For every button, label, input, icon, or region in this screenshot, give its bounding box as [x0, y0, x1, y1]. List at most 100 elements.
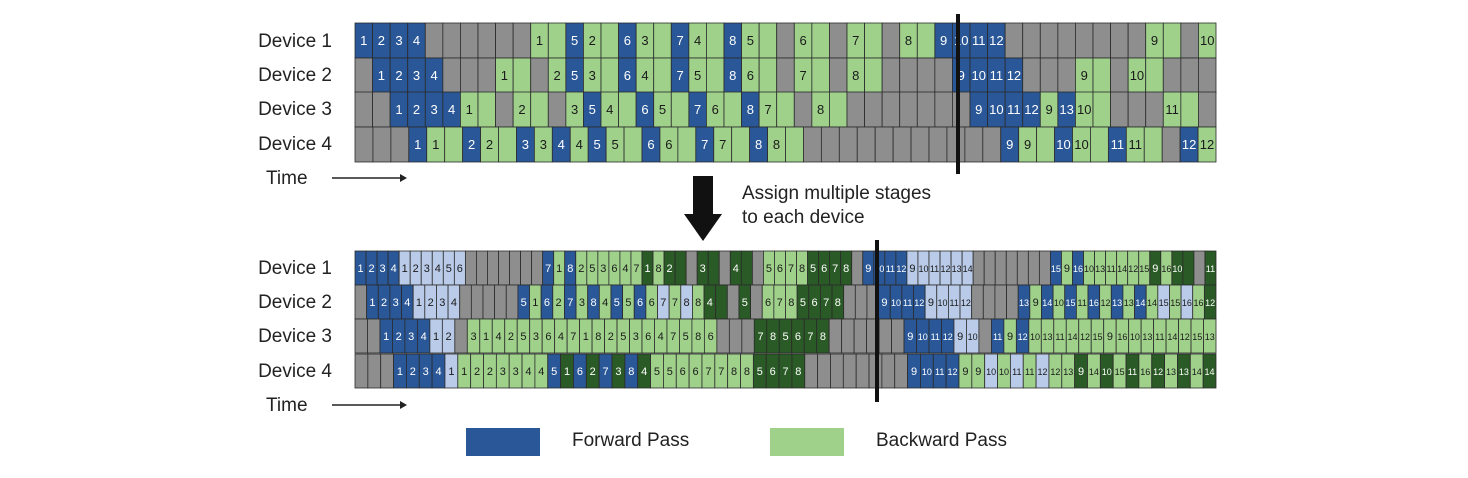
schedule-cell-label: 4	[641, 68, 648, 83]
schedule-cell-label: 3	[424, 263, 430, 275]
schedule-cell-label: 1	[448, 366, 454, 378]
schedule-cell-label: 5	[589, 263, 595, 275]
schedule-cell	[368, 354, 381, 388]
schedule-cell-label: 1	[378, 68, 385, 83]
schedule-cell	[483, 285, 495, 319]
schedule-cell	[654, 58, 672, 93]
schedule-cell-label: 13	[952, 264, 962, 274]
schedule-cell-label: 1	[432, 137, 439, 152]
schedule-cell	[487, 251, 498, 285]
schedule-cell-label: 12	[1180, 332, 1190, 342]
schedule-cell	[1144, 127, 1162, 162]
schedule-cell-label: 10	[922, 367, 932, 377]
schedule-cell-label: 6	[545, 331, 551, 343]
schedule-cell	[844, 285, 856, 319]
schedule-cell-label: 4	[641, 366, 647, 378]
schedule-cell-label: 10	[918, 264, 928, 274]
schedule-cell	[521, 251, 532, 285]
schedule-cell-label: 13	[1142, 332, 1152, 342]
schedule-cell	[531, 92, 549, 127]
schedule-cell-label: 4	[413, 33, 420, 48]
legend-backward-swatch	[770, 428, 844, 456]
schedule-cell-label: 11	[886, 264, 895, 274]
top-time-arrow	[332, 174, 407, 182]
schedule-cell	[742, 319, 754, 353]
schedule-cell-label: 1	[402, 263, 408, 275]
schedule-cell-label: 9	[1033, 297, 1039, 309]
schedule-cell-label: 7	[788, 263, 794, 275]
schedule-cell	[1093, 92, 1111, 127]
schedule-cell-label: 5	[683, 331, 689, 343]
schedule-cell	[1037, 127, 1055, 162]
schedule-cell-label: 10	[1130, 68, 1144, 83]
schedule-cell	[671, 92, 689, 127]
schedule-cell	[708, 251, 719, 285]
schedule-cell	[724, 92, 742, 127]
schedule-cell-label: 11	[1025, 367, 1034, 377]
schedule-cell-label: 12	[1050, 367, 1060, 377]
schedule-cell-label: 3	[700, 263, 706, 275]
schedule-cell-label: 1	[414, 137, 421, 152]
schedule-cell-label: 14	[1167, 332, 1177, 342]
schedule-cell-label: 4	[538, 366, 544, 378]
schedule-cell	[496, 92, 514, 127]
schedule-cell	[355, 92, 373, 127]
schedule-cell	[619, 92, 637, 127]
schedule-cell-label: 16	[1073, 264, 1083, 274]
schedule-cell	[443, 58, 461, 93]
schedule-cell-label: 5	[654, 366, 660, 378]
schedule-cell-label: 6	[624, 33, 631, 48]
schedule-cell	[882, 354, 895, 388]
schedule-cell-label: 3	[641, 33, 648, 48]
schedule-cell	[675, 251, 686, 285]
schedule-cell	[496, 23, 514, 58]
schedule-cell-label: 2	[468, 137, 475, 152]
schedule-cell-label: 1	[433, 331, 439, 343]
schedule-cell	[1111, 23, 1129, 58]
schedule-cell-label: 4	[435, 366, 441, 378]
schedule-cell-label: 5	[659, 102, 666, 117]
schedule-cell-label: 12	[943, 332, 953, 342]
schedule-cell-label: 8	[695, 331, 701, 343]
schedule-cell	[917, 58, 935, 93]
schedule-cell-label: 1	[357, 263, 363, 275]
schedule-cell-label: 4	[451, 297, 457, 309]
schedule-cell	[1017, 251, 1028, 285]
schedule-cell	[911, 127, 929, 162]
schedule-cell	[706, 23, 724, 58]
schedule-cell-label: 4	[733, 263, 739, 275]
schedule-cell-label: 3	[439, 297, 445, 309]
schedule-cell-label: 12	[1080, 332, 1090, 342]
schedule-cell	[900, 58, 918, 93]
schedule-cell-label: 15	[1192, 332, 1202, 342]
schedule-cell	[1007, 285, 1019, 319]
schedule-cell-label: 7	[764, 102, 771, 117]
schedule-cell-label: 8	[655, 263, 661, 275]
schedule-cell	[478, 23, 496, 58]
schedule-cell	[829, 23, 847, 58]
schedule-cell-label: 8	[684, 297, 690, 309]
schedule-cell-label: 4	[658, 331, 664, 343]
schedule-cell	[857, 127, 875, 162]
schedule-cell	[759, 58, 777, 93]
schedule-cell	[510, 251, 521, 285]
schedule-cell-label: 2	[368, 263, 374, 275]
schedule-cell	[917, 23, 935, 58]
schedule-cell-label: 5	[446, 263, 452, 275]
schedule-cell-label: 7	[777, 297, 783, 309]
schedule-cell-label: 10	[938, 298, 948, 308]
schedule-cell-label: 8	[628, 366, 634, 378]
schedule-cell-label: 6	[637, 297, 643, 309]
schedule-cell	[601, 58, 619, 93]
schedule-cell-label: 11	[1129, 137, 1143, 152]
schedule-cell-label: 2	[578, 263, 584, 275]
schedule-cell-label: 11	[1007, 102, 1021, 117]
schedule-cell-label: 10	[1084, 264, 1094, 274]
schedule-cell	[777, 58, 795, 93]
schedule-cell-label: 10	[989, 102, 1003, 117]
schedule-cell-label: 3	[615, 366, 621, 378]
schedule-cell	[875, 127, 893, 162]
schedule-cell-label: 2	[487, 366, 493, 378]
schedule-cell	[983, 127, 1001, 162]
